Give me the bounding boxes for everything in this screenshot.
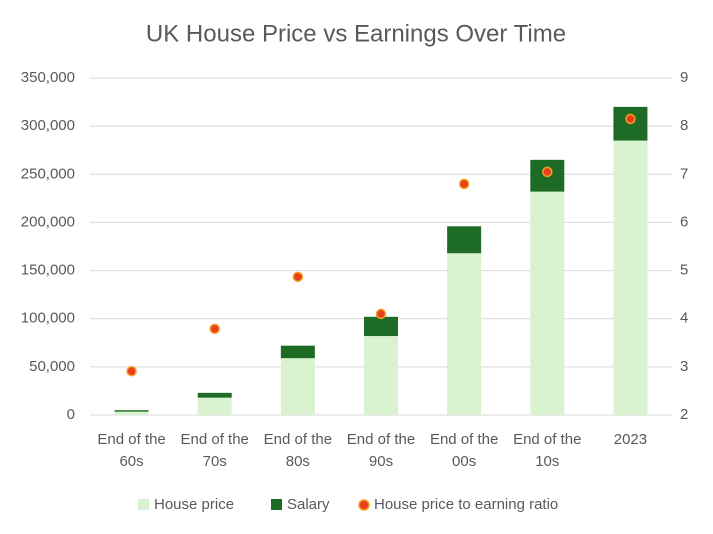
x-tick-label: End of the 10s (513, 431, 581, 470)
y-tick-label: 200,000 (21, 213, 75, 230)
x-tick-label: End of the 80s (264, 431, 332, 470)
ratio-point (375, 308, 387, 320)
legend-label: House price (154, 496, 234, 513)
bar-segment (197, 397, 232, 415)
y-tick-label: 150,000 (21, 262, 75, 279)
x-tick-label: End of the 00s (430, 431, 498, 470)
y-tick-label: 50,000 (29, 358, 75, 375)
ratio-point (292, 271, 304, 283)
x-tick-label: End of the 70s (181, 431, 249, 470)
y2-tick-label: 6 (680, 213, 688, 230)
y2-tick-label: 5 (680, 262, 688, 279)
y2-tick-label: 4 (680, 310, 688, 327)
x-tick-label: End of the 60s (97, 431, 165, 470)
legend-label: Salary (287, 496, 330, 513)
y2-tick-label: 3 (680, 358, 688, 375)
y-tick-label: 300,000 (21, 117, 75, 134)
bar-segment (197, 392, 232, 398)
y2-tick-label: 7 (680, 165, 688, 182)
ratio-point (542, 166, 553, 178)
x-tick-label: 2023 (614, 431, 647, 448)
x-tick-label: End of the 90s (347, 431, 415, 470)
bar-segment (447, 253, 482, 415)
bar-segment (114, 410, 149, 412)
legend-swatch (358, 499, 370, 511)
y-tick-label: 0 (67, 406, 75, 423)
legend-label: House price to earning ratio (374, 496, 558, 513)
bar-segment (530, 191, 565, 415)
bar-segment (364, 336, 398, 415)
y2-tick-label: 9 (680, 69, 688, 86)
chart-title: UK House Price vs Earnings Over Time (146, 20, 566, 47)
y2-tick-label: 8 (680, 117, 688, 134)
bar-segment (364, 316, 398, 337)
ratio-point (625, 113, 636, 125)
y-tick-label: 250,000 (21, 165, 75, 182)
ratio-point (458, 178, 470, 190)
ratio-point (209, 323, 220, 335)
legend-swatch (138, 499, 149, 510)
bar-segment (280, 358, 315, 415)
y-tick-label: 350,000 (21, 69, 75, 86)
bar-segment (280, 345, 315, 359)
bar-segment (447, 226, 482, 254)
legend-swatch (271, 499, 282, 510)
ratio-point (126, 365, 137, 377)
y2-tick-label: 2 (680, 406, 688, 423)
bar-segment (613, 140, 648, 416)
bar-segment (114, 411, 149, 415)
y-tick-label: 100,000 (21, 310, 75, 327)
